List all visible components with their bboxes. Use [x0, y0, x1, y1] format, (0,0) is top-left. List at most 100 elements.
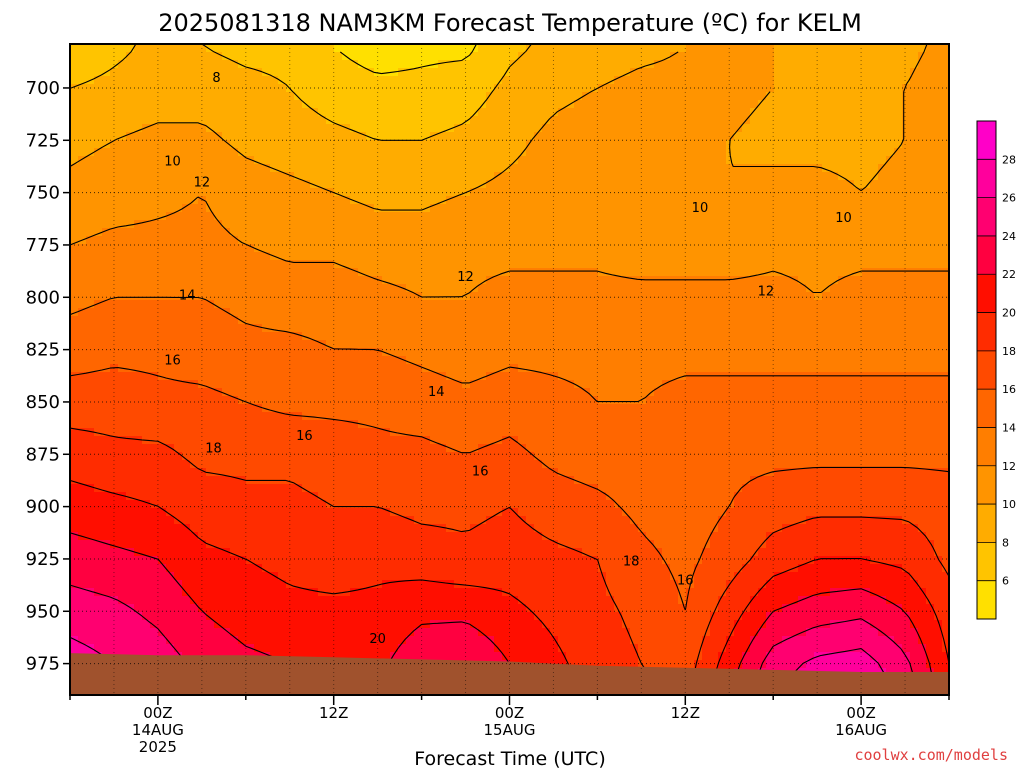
- field-cell: [198, 340, 207, 349]
- field-cell: [294, 596, 303, 605]
- field-cell: [118, 396, 127, 405]
- field-cell: [238, 68, 247, 77]
- field-cell: [126, 588, 135, 597]
- field-cell: [214, 348, 223, 357]
- field-cell: [110, 276, 119, 285]
- field-cell: [422, 140, 431, 149]
- field-cell: [190, 340, 199, 349]
- field-cell: [366, 172, 375, 181]
- field-cell: [406, 284, 415, 293]
- field-cell: [414, 76, 423, 85]
- field-cell: [190, 636, 199, 645]
- field-cell: [414, 196, 423, 205]
- field-cell: [438, 60, 447, 69]
- field-cell: [270, 172, 279, 181]
- field-cell: [518, 284, 527, 293]
- field-cell: [454, 308, 463, 317]
- field-cell: [390, 548, 399, 557]
- field-cell: [238, 244, 247, 253]
- field-cell: [206, 108, 215, 117]
- field-cell: [214, 644, 223, 653]
- field-cell: [550, 156, 559, 165]
- field-cell: [118, 308, 127, 317]
- field-cell: [382, 628, 391, 637]
- field-cell: [94, 508, 103, 517]
- field-cell: [86, 460, 95, 469]
- field-cell: [534, 404, 543, 413]
- field-cell: [326, 244, 335, 253]
- field-cell: [366, 580, 375, 589]
- field-cell: [286, 212, 295, 221]
- field-cell: [446, 564, 455, 573]
- field-cell: [542, 156, 551, 165]
- field-cell: [174, 308, 183, 317]
- field-cell: [494, 52, 503, 61]
- field-cell: [366, 636, 375, 645]
- field-cell: [294, 492, 303, 501]
- field-cell: [382, 124, 391, 133]
- field-cell: [310, 284, 319, 293]
- field-cell: [270, 228, 279, 237]
- field-cell: [150, 44, 159, 53]
- field-cell: [502, 132, 511, 141]
- field-cell: [198, 156, 207, 165]
- field-cell: [150, 484, 159, 493]
- field-cell: [510, 308, 519, 317]
- field-cell: [198, 332, 207, 341]
- field-cell: [214, 524, 223, 533]
- field-cell: [422, 228, 431, 237]
- field-cell: [390, 644, 399, 653]
- field-cell: [110, 508, 119, 517]
- field-cell: [486, 620, 495, 629]
- field-cell: [198, 516, 207, 525]
- field-cell: [422, 532, 431, 541]
- field-cell: [134, 220, 143, 229]
- field-cell: [102, 516, 111, 525]
- field-cell: [446, 324, 455, 333]
- field-cell: [422, 580, 431, 589]
- field-cell: [70, 500, 79, 509]
- field-cell: [542, 628, 551, 637]
- field-cell: [430, 452, 439, 461]
- field-cell: [190, 548, 199, 557]
- field-cell: [262, 116, 271, 125]
- field-cell: [94, 196, 103, 205]
- field-cell: [398, 260, 407, 269]
- field-cell: [174, 604, 183, 613]
- field-cell: [206, 412, 215, 421]
- field-cell: [94, 172, 103, 181]
- field-cell: [238, 300, 247, 309]
- field-cell: [382, 116, 391, 125]
- field-cell: [542, 236, 551, 245]
- field-cell: [518, 596, 527, 605]
- field-cell: [382, 652, 391, 661]
- field-cell: [486, 252, 495, 261]
- field-cell: [470, 564, 479, 573]
- field-cell: [350, 292, 359, 301]
- field-cell: [150, 620, 159, 629]
- field-cell: [326, 196, 335, 205]
- field-cell: [390, 420, 399, 429]
- field-cell: [158, 116, 167, 125]
- field-cell: [318, 396, 327, 405]
- field-cell: [150, 60, 159, 69]
- field-cell: [374, 212, 383, 221]
- field-cell: [414, 140, 423, 149]
- field-cell: [142, 588, 151, 597]
- field-cell: [102, 492, 111, 501]
- field-cell: [198, 540, 207, 549]
- field-cell: [166, 300, 175, 309]
- field-cell: [262, 156, 271, 165]
- field-cell: [118, 132, 127, 141]
- field-cell: [230, 340, 239, 349]
- field-cell: [526, 164, 535, 173]
- field-cell: [318, 548, 327, 557]
- field-cell: [406, 300, 415, 309]
- field-cell: [350, 276, 359, 285]
- field-cell: [518, 260, 527, 269]
- field-cell: [310, 604, 319, 613]
- field-cell: [310, 388, 319, 397]
- field-cell: [478, 508, 487, 517]
- field-cell: [326, 452, 335, 461]
- field-cell: [238, 108, 247, 117]
